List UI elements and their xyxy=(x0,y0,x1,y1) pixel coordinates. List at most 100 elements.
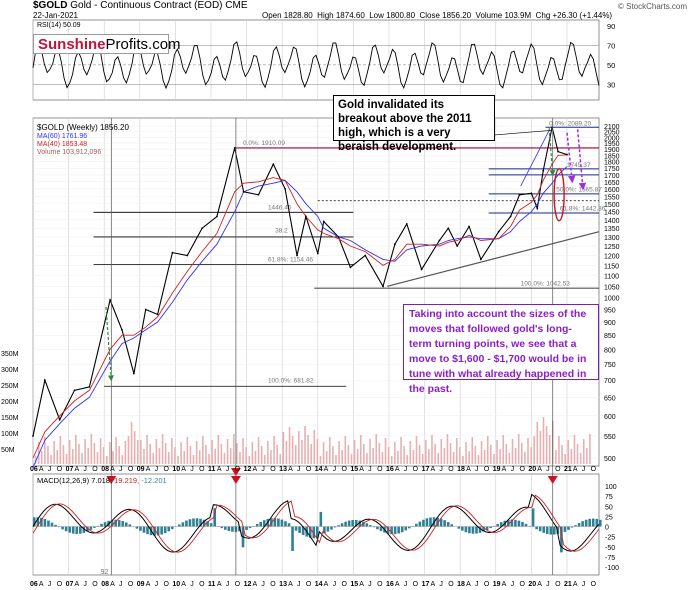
volume-bar xyxy=(499,449,501,464)
macd-histogram-bar xyxy=(153,526,156,536)
macd-histogram-bar xyxy=(68,526,71,533)
macd-histogram-bar xyxy=(185,520,188,527)
macd-histogram-bar xyxy=(457,526,461,529)
x-tick-label: 08 xyxy=(101,581,109,588)
volume-bar xyxy=(338,441,340,464)
volume-bar xyxy=(390,456,393,464)
price-tick-label: 1250 xyxy=(604,244,620,251)
macd-line xyxy=(32,493,600,553)
volume-bar xyxy=(236,443,238,464)
macd-histogram-bar xyxy=(82,526,86,533)
macd-histogram-bar xyxy=(574,525,577,527)
price-point xyxy=(438,239,441,242)
x-tick-label: O xyxy=(57,466,63,473)
macd-histogram-bar xyxy=(369,525,372,527)
x-tick-label: 18 xyxy=(457,581,465,588)
volume-bars xyxy=(34,417,591,464)
macd-histogram-bar xyxy=(333,526,337,528)
annotation-breakout-invalidated: Gold invalidated its breakout above the … xyxy=(333,95,495,153)
x-tick-label: O xyxy=(341,466,347,473)
volume-bar xyxy=(328,437,331,464)
volume-bar xyxy=(536,422,539,464)
volume-bar xyxy=(530,447,532,464)
macd-histogram-bar xyxy=(351,519,354,527)
volume-bar xyxy=(483,450,486,464)
macd-histogram-bar xyxy=(478,526,482,533)
volume-bar xyxy=(381,452,384,464)
change-value: Chg +26.30 (+1.44%) xyxy=(535,11,613,20)
volume-bar xyxy=(363,444,365,464)
symbol: $GOLD xyxy=(33,0,68,11)
x-tick-label: A xyxy=(502,581,507,588)
fib-label: 0.0%: 1910.09 xyxy=(243,140,285,147)
volume-bar xyxy=(452,452,455,464)
price-tick-label: 1700 xyxy=(604,173,620,180)
x-tick-label: A xyxy=(288,581,293,588)
x-tick-label: O xyxy=(413,466,419,473)
rsi-line xyxy=(32,41,600,90)
macd-histogram-bar xyxy=(75,526,79,534)
x-tick-label: 17 xyxy=(422,581,430,588)
x-tick-label: A xyxy=(74,466,79,473)
macd-histogram-bar xyxy=(326,526,330,532)
macd-histogram-bar xyxy=(248,526,252,529)
macd-legend-name: MACD(12,26,9) xyxy=(37,476,90,485)
macd-histogram-bar xyxy=(195,518,199,527)
macd-histogram-bar xyxy=(567,526,570,530)
close-value: Close 1856.20 xyxy=(419,11,472,20)
volume-bar xyxy=(496,440,498,464)
price-tick-label: 1600 xyxy=(604,187,620,194)
x-tick-label: J xyxy=(83,581,87,588)
macd-histogram-bar xyxy=(220,526,224,529)
macd-histogram-bar xyxy=(482,526,485,532)
volume-bar xyxy=(214,449,217,464)
x-tick-label: A xyxy=(395,466,400,473)
volume-bar xyxy=(341,450,343,464)
x-tick-label: A xyxy=(573,466,578,473)
macd-histogram-bar xyxy=(139,526,142,531)
volume-bar xyxy=(167,452,170,464)
macd-tick-label: 50 xyxy=(605,504,613,511)
x-tick-label: 21 xyxy=(564,466,572,473)
macd-histogram-bar xyxy=(270,518,273,527)
volume-bar xyxy=(418,445,421,464)
macd-histogram-bar xyxy=(291,526,294,551)
macd-histogram-bar xyxy=(284,521,287,527)
x-tick-label: O xyxy=(128,466,134,473)
macd-histogram-bar xyxy=(372,526,376,528)
stockcharts-watermark: © StockCharts.com xyxy=(618,2,688,11)
volume-bar xyxy=(232,434,235,464)
x-tick-label: O xyxy=(270,581,276,588)
x-tick-label: A xyxy=(324,581,329,588)
price-tick-label: 950 xyxy=(604,308,616,315)
macd-histogram-bar xyxy=(418,521,422,527)
x-tick-label: 09 xyxy=(137,466,145,473)
price-point xyxy=(420,268,423,271)
x-tick-label: O xyxy=(377,466,383,473)
volume-bar xyxy=(573,435,576,464)
volume-bar xyxy=(133,431,136,464)
macd-histogram-bar xyxy=(560,526,563,553)
macd-histogram-bar xyxy=(199,518,202,527)
turning-point-arrow xyxy=(230,476,241,484)
macd-histogram-bar xyxy=(400,526,404,533)
macd-histogram-bar xyxy=(36,517,40,527)
volume-bar xyxy=(582,439,585,464)
volume-bar xyxy=(59,436,62,464)
x-tick-label: J xyxy=(546,466,550,473)
macd-histogram-bar xyxy=(181,522,185,527)
volume-bar xyxy=(118,446,120,464)
x-tick-label: 16 xyxy=(386,581,394,588)
volume-bar xyxy=(65,454,68,464)
volume-bar xyxy=(548,435,551,464)
price-tick-label: 1800 xyxy=(604,160,620,167)
volume-bar xyxy=(267,441,269,464)
volume-bar xyxy=(99,438,102,464)
price-point xyxy=(349,266,352,269)
macd-legend-histogram: , -12.201 xyxy=(137,476,167,485)
volume-bar xyxy=(226,439,229,464)
volume-bar xyxy=(369,439,371,464)
volume-bar xyxy=(527,438,529,464)
axis-labels: 9070503021002050200019501900185018001750… xyxy=(1,22,620,588)
x-tick-label: J xyxy=(226,466,230,473)
